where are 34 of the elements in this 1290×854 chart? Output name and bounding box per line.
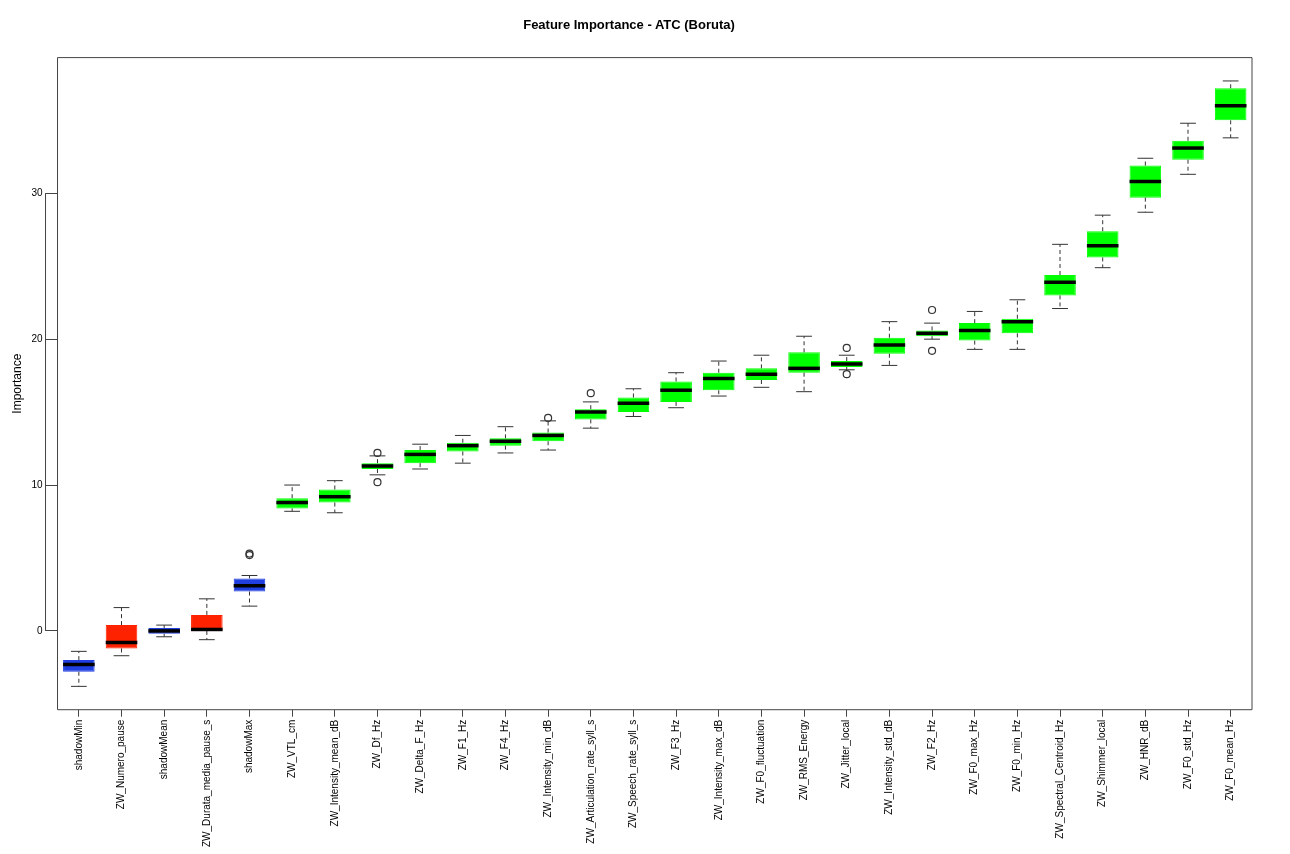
x-tick-label: ZW_HNR_dB bbox=[1139, 719, 1151, 781]
x-tick-label: ZW_F0_mean_Hz bbox=[1224, 719, 1236, 801]
x-tick-label: ZW_F0_std_Hz bbox=[1181, 719, 1193, 790]
x-tick-label: ZW_RMS_Energy bbox=[797, 719, 809, 801]
x-tick-label: ZW_Jitter_local bbox=[840, 719, 852, 789]
x-tick-label: ZW_Durata_media_pause_s bbox=[200, 719, 212, 848]
y-tick-label: 10 bbox=[31, 478, 43, 490]
y-tick-label: 0 bbox=[36, 624, 43, 636]
chart-title: Feature Importance - ATC (Boruta) bbox=[523, 17, 735, 33]
x-tick-label: ZW_Intensity_max_dB bbox=[712, 719, 724, 821]
x-tick-label: shadowMax bbox=[243, 719, 255, 774]
x-tick-label: shadowMean bbox=[157, 719, 169, 780]
x-tick-label: ZW_F2_Hz bbox=[925, 719, 937, 771]
y-tick-label: 30 bbox=[31, 187, 43, 199]
x-tick-label: ZW_Spectral_Centroid_Hz bbox=[1053, 719, 1065, 839]
x-tick-label: ZW_Speech_rate_syll_s bbox=[627, 719, 639, 829]
x-tick-label: ZW_F0_min_Hz bbox=[1011, 719, 1023, 792]
x-tick-label: ZW_Articulation_rate_syll_s bbox=[584, 719, 596, 844]
x-tick-label: ZW_Intensity_std_dB bbox=[883, 719, 895, 815]
x-tick-label: ZW_Shimmer_local bbox=[1096, 719, 1108, 807]
x-tick-label: ZW_Df_Hz bbox=[371, 719, 383, 769]
x-tick-label: ZW_Intensity_min_dB bbox=[541, 719, 553, 818]
x-tick-label: ZW_F4_Hz bbox=[499, 719, 511, 771]
x-tick-label: ZW_F0_fluctuation bbox=[755, 719, 767, 804]
x-tick-label: ZW_F0_max_Hz bbox=[968, 719, 980, 795]
y-axis-title: Importance bbox=[9, 353, 24, 414]
y-tick-label: 20 bbox=[31, 332, 43, 344]
x-tick-label: ZW_F1_Hz bbox=[456, 719, 468, 771]
x-tick-label: ZW_VTL_cm bbox=[285, 719, 297, 779]
x-tick-label: ZW_Numero_pause bbox=[115, 719, 127, 810]
x-tick-label: ZW_F3_Hz bbox=[669, 719, 681, 771]
x-tick-label: ZW_Delta_F_Hz bbox=[413, 719, 425, 794]
x-tick-label: shadowMin bbox=[72, 719, 84, 771]
x-tick-label: ZW_Intensity_mean_dB bbox=[328, 719, 340, 827]
